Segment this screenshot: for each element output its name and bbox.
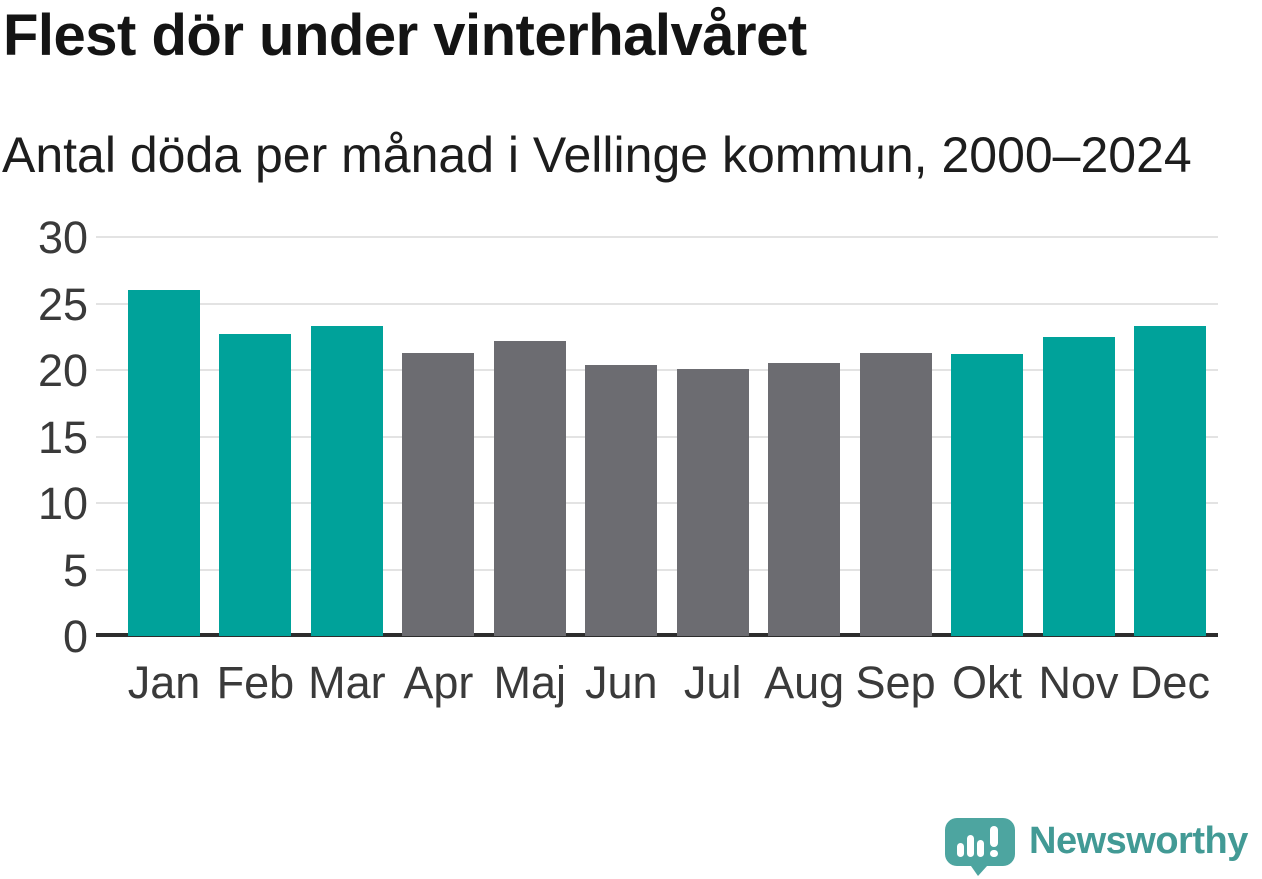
bar-nov (1042, 336, 1115, 636)
newsworthy-logo-icon (945, 818, 1015, 876)
bar-jun (585, 364, 658, 636)
bar-feb (219, 334, 292, 636)
x-axis-label-apr: Apr (403, 657, 474, 708)
x-axis-label-jan: Jan (127, 657, 201, 708)
bar-maj (493, 340, 566, 636)
chart-title: Flest dör under vinterhalvåret (3, 3, 807, 68)
y-tick-label: 5 (62, 544, 88, 596)
bar-jan (128, 290, 200, 636)
x-axis-label-jul: Jul (683, 657, 742, 708)
bar-okt (951, 354, 1024, 636)
x-axis-label-feb: Feb (216, 657, 295, 708)
y-tick-label: 15 (37, 411, 88, 463)
y-tick-label: 20 (37, 345, 88, 396)
x-axis-label-dec: Dec (1129, 657, 1210, 708)
brand-name: Newsworthy (1029, 820, 1248, 862)
x-axis-label-nov: Nov (1038, 657, 1119, 708)
x-axis-label-aug: Aug (764, 657, 845, 708)
bar-sep (859, 352, 932, 636)
y-tick-label: 0 (62, 611, 88, 662)
gridline (96, 236, 1218, 238)
chart-subtitle: Antal döda per månad i Vellinge kommun, … (2, 127, 1192, 183)
y-tick-label: 10 (37, 478, 88, 529)
x-axis-label-maj: Maj (493, 657, 567, 708)
y-tick-label: 25 (37, 278, 88, 330)
x-axis-label-mar: Mar (308, 657, 386, 708)
x-axis-label-sep: Sep (855, 657, 936, 708)
bar-aug (768, 363, 841, 636)
bar-dec (1133, 326, 1206, 636)
bar-jul (676, 368, 749, 636)
bar-mar (310, 326, 383, 636)
newsworthy-logo: Newsworthy (945, 818, 1248, 876)
x-axis-label-jun: Jun (584, 657, 658, 708)
y-tick-label: 30 (37, 212, 88, 263)
bar-apr (402, 352, 475, 636)
x-axis-label-okt: Okt (952, 657, 1023, 708)
gridline (96, 302, 1218, 305)
